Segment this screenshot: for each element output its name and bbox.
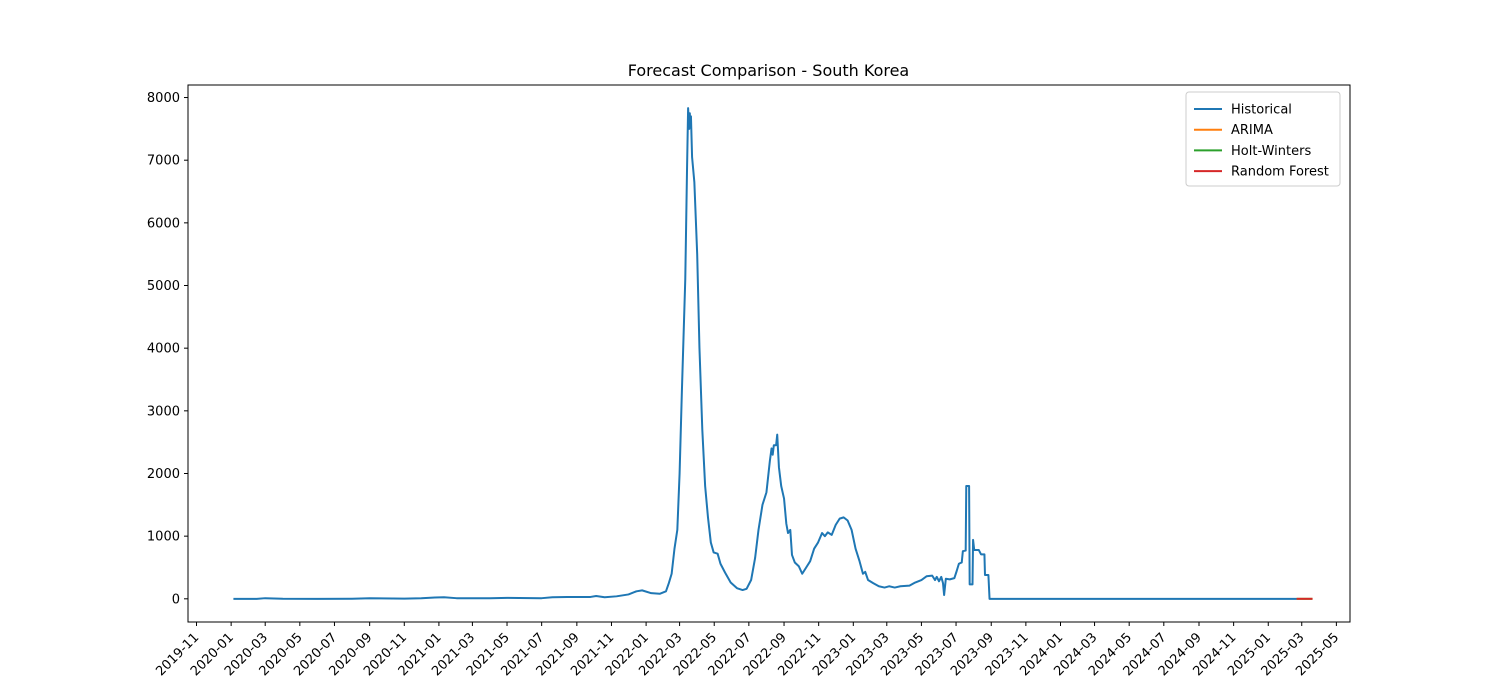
y-tick-label: 6000 xyxy=(147,216,180,231)
y-tick-label: 8000 xyxy=(147,91,180,106)
y-tick-label: 2000 xyxy=(147,467,180,482)
chart-title: Forecast Comparison - South Korea xyxy=(628,61,909,80)
legend-label-arima: ARIMA xyxy=(1231,123,1273,138)
legend-label-random-forest: Random Forest xyxy=(1231,165,1329,180)
y-axis: 0 1000 2000 3000 4000 5000 6000 7000 8000 xyxy=(147,91,188,607)
legend: Historical ARIMA Holt-Winters Random Forest xyxy=(1185,91,1341,187)
x-axis: 2019-112020-012020-032020-052020-072020-… xyxy=(153,622,1342,679)
plot-area xyxy=(187,84,1351,623)
y-tick-label: 3000 xyxy=(147,404,180,419)
y-tick-label: 0 xyxy=(172,592,180,607)
plot-frame xyxy=(187,84,1351,623)
y-tick-label: 7000 xyxy=(147,154,180,169)
series-line-historical xyxy=(233,107,1297,600)
legend-box xyxy=(1185,91,1341,187)
y-tick-label: 5000 xyxy=(147,279,180,294)
legend-label-historical: Historical xyxy=(1231,103,1292,118)
legend-label-holt-winters: Holt-Winters xyxy=(1231,144,1311,159)
y-tick-label: 1000 xyxy=(147,530,180,545)
y-tick-label: 4000 xyxy=(147,342,180,357)
